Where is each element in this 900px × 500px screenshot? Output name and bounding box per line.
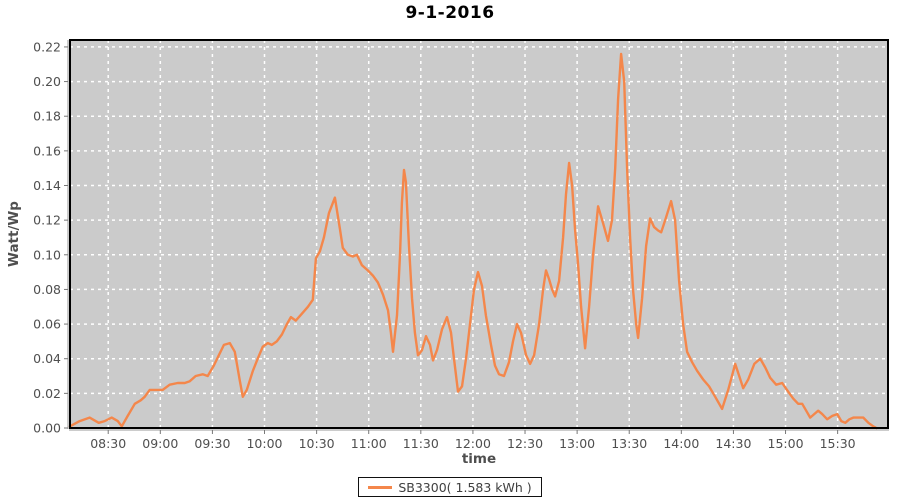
chart-title: 9-1-2016 [405,3,495,23]
legend-box: SB3300( 1.583 kWh ) [358,477,542,497]
x-axis-title: time [461,451,497,467]
series-line [68,52,878,430]
x-tick-label: 13:30 [611,436,647,451]
y-tick-label: 0.14 [33,178,61,193]
y-tick-label: 0.08 [33,282,61,297]
x-tick-label: 15:00 [768,436,804,451]
y-tick-label: 0.02 [33,386,61,401]
x-tick-label: 14:00 [663,436,699,451]
x-tick-label: 13:00 [559,436,595,451]
x-tick-label: 10:30 [299,436,335,451]
y-tick-label: 0.04 [33,351,61,366]
x-tick-label: 14:30 [715,436,751,451]
y-tick-label: 0.22 [33,39,61,54]
y-tick-label: 0.16 [33,143,61,158]
y-tick-label: 0.10 [33,247,61,262]
y-tick-label: 0.06 [33,317,61,332]
axes [64,40,889,434]
legend-series-swatch [368,485,393,489]
plot-border [69,39,889,429]
x-tick-label: 09:00 [142,436,178,451]
y-tick-label: 0.18 [33,109,61,124]
y-axis-title: Watt/Wp [6,201,22,267]
y-tick-label: 0.12 [33,213,61,228]
legend-series-label: SB3300( 1.583 kWh ) [398,479,532,495]
x-tick-label: 12:30 [507,436,543,451]
x-tick-label: 15:30 [820,436,856,451]
x-tick-label: 09:30 [194,436,230,451]
x-tick-label: 10:00 [246,436,282,451]
x-tick-label: 11:00 [351,436,387,451]
x-tick-label: 12:00 [455,436,491,451]
tick-labels: 08:30 09:00 09:30 10:00 10:30 11:00 11:30 12:00… [33,39,856,451]
x-tick-label: 08:30 [90,436,126,451]
y-tick-label: 0.20 [33,74,61,89]
y-tick-label: 0.00 [33,421,61,436]
plot-area [70,40,888,428]
gridlines [70,40,888,428]
x-tick-label: 11:30 [403,436,439,451]
